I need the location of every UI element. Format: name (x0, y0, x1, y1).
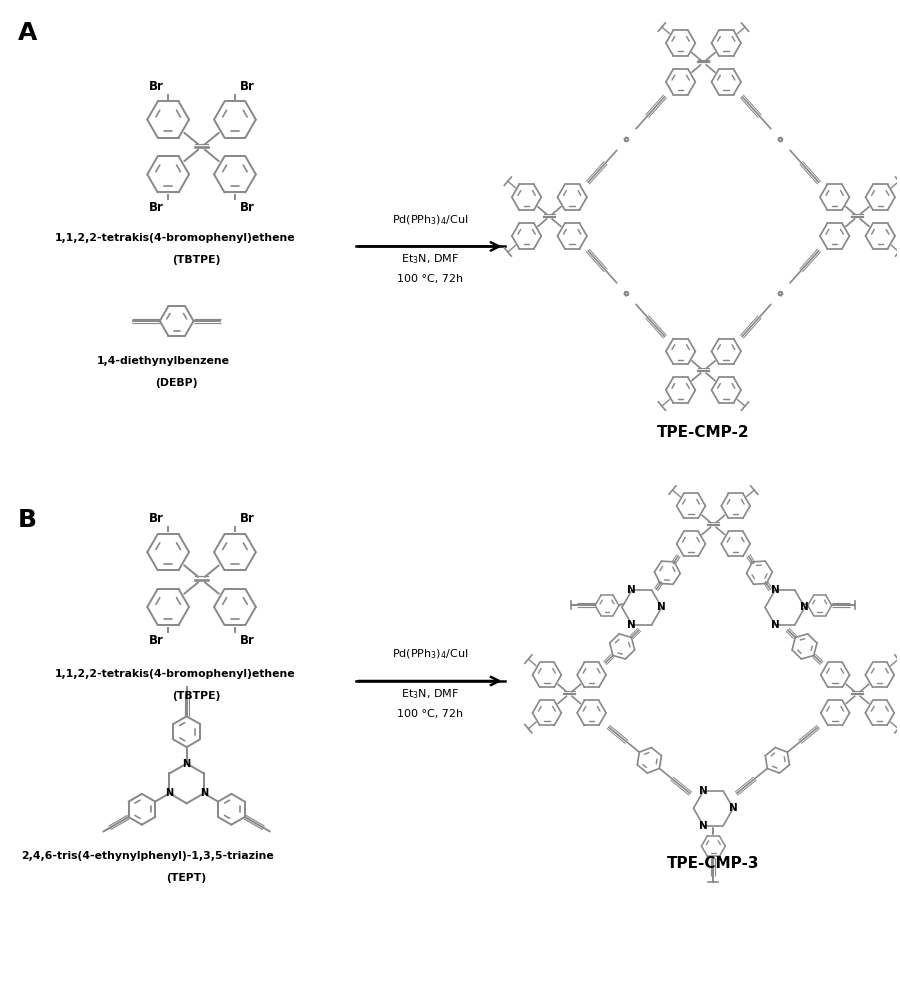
Text: (TEPT): (TEPT) (166, 873, 207, 883)
Text: (TBTPE): (TBTPE) (173, 255, 220, 265)
Text: N: N (166, 788, 174, 798)
Text: Br: Br (239, 512, 255, 525)
Text: 1,1,2,2-tetrakis(4-bromophenyl)ethene: 1,1,2,2-tetrakis(4-bromophenyl)ethene (55, 233, 295, 243)
Text: N: N (729, 803, 738, 813)
Text: N: N (627, 585, 636, 595)
Text: N: N (183, 759, 191, 769)
Text: Et$_3$N, DMF: Et$_3$N, DMF (401, 252, 459, 266)
Text: 100 °C, 72h: 100 °C, 72h (397, 274, 464, 284)
Text: 1,1,2,2-tetrakis(4-bromophenyl)ethene: 1,1,2,2-tetrakis(4-bromophenyl)ethene (55, 669, 295, 679)
Text: N: N (699, 786, 707, 796)
Text: N: N (800, 602, 809, 612)
Text: TPE-CMP-2: TPE-CMP-2 (657, 425, 750, 440)
Text: Br: Br (239, 634, 255, 647)
Text: B: B (18, 508, 37, 532)
Text: Br: Br (239, 80, 255, 93)
Text: A: A (18, 21, 37, 45)
Text: Pd(PPh$_3$)$_4$/CuI: Pd(PPh$_3$)$_4$/CuI (392, 647, 468, 661)
Text: Br: Br (148, 512, 164, 525)
Text: Et$_3$N, DMF: Et$_3$N, DMF (401, 687, 459, 701)
Text: (DEBP): (DEBP) (156, 378, 198, 388)
Text: Br: Br (148, 201, 164, 214)
Text: N: N (770, 620, 779, 630)
Text: N: N (200, 788, 208, 798)
Text: N: N (627, 620, 636, 630)
Text: Pd(PPh$_3$)$_4$/CuI: Pd(PPh$_3$)$_4$/CuI (392, 213, 468, 227)
Text: TPE-CMP-3: TPE-CMP-3 (667, 856, 760, 871)
Text: 100 °C, 72h: 100 °C, 72h (397, 709, 464, 719)
Text: Br: Br (148, 634, 164, 647)
Text: N: N (699, 821, 707, 831)
Text: 2,4,6-tris(4-ethynylphenyl)-1,3,5-triazine: 2,4,6-tris(4-ethynylphenyl)-1,3,5-triazi… (21, 851, 274, 861)
Text: Br: Br (148, 80, 164, 93)
Text: N: N (657, 602, 666, 612)
Text: N: N (770, 585, 779, 595)
Text: Br: Br (239, 201, 255, 214)
Text: (TBTPE): (TBTPE) (173, 691, 220, 701)
Text: 1,4-diethynylbenzene: 1,4-diethynylbenzene (97, 356, 230, 366)
